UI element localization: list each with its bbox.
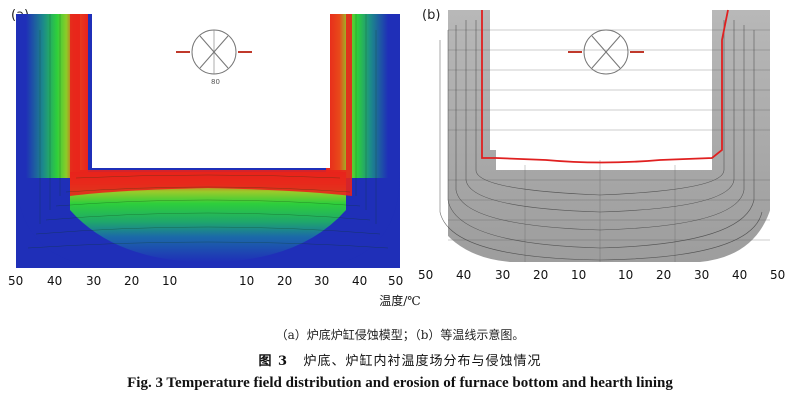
panel-b-lining: [448, 10, 770, 262]
panel-a-right-wall: [326, 14, 388, 178]
panel-b-grid: [448, 29, 770, 262]
b-tick-6: 20: [656, 268, 671, 282]
b-tick-4: 10: [571, 268, 586, 282]
b-tick-0: 50: [418, 268, 433, 282]
panel-a-cavity: [92, 14, 330, 168]
b-tick-5: 10: [618, 268, 633, 282]
panel-a-hot-rim: [58, 14, 352, 196]
b-tick-1: 40: [456, 268, 471, 282]
panel-b-erosion-line: [481, 9, 729, 164]
a-tick-7: 30: [314, 274, 329, 288]
b-tick-3: 20: [533, 268, 548, 282]
a-tick-3: 20: [124, 274, 139, 288]
figure-caption-zh: 图 3 炉底、炉缸内衬温度场分布与侵蚀情况: [0, 350, 800, 369]
a-tick-4: 10: [162, 274, 177, 288]
a-tick-2: 30: [86, 274, 101, 288]
a-tick-9: 50: [388, 274, 403, 288]
figure-number: 图 3: [258, 354, 289, 369]
panel-a-bottom: [70, 172, 346, 262]
a-tick-6: 20: [277, 274, 292, 288]
axis-unit-label: 温度/℃: [379, 294, 421, 308]
b-tick-2: 30: [495, 268, 510, 282]
panel-a-model: 80 50 40 30 20 10 10 20 30 40 50: [8, 14, 403, 288]
figure-caption-en: Fig. 3 Temperature field distribution an…: [127, 375, 673, 391]
panel-a-compass-icon: 80: [176, 29, 252, 86]
panel-a-isotherms: [27, 14, 389, 249]
panel-b-cavity: [490, 10, 712, 150]
panel-b-isotherm-lines: [439, 20, 763, 261]
panel-b-label: (b): [422, 8, 441, 23]
a-tick-1: 40: [47, 274, 62, 288]
compass-label: 80: [211, 78, 220, 86]
panel-b-compass-icon: [568, 29, 644, 75]
panel-b-x-ticks: 50 40 30 20 10 10 20 30 40 50: [418, 268, 785, 282]
a-tick-0: 50: [8, 274, 23, 288]
panel-a-x-ticks: 50 40 30 20 10 10 20 30 40 50: [8, 274, 403, 288]
b-tick-7: 30: [694, 268, 709, 282]
a-tick-5: 10: [239, 274, 254, 288]
a-tick-8: 40: [352, 274, 367, 288]
b-tick-8: 40: [732, 268, 747, 282]
subfigure-caption: （a）炉底炉缸侵蚀模型；（b）等温线示意图。: [275, 328, 525, 342]
panel-b-isotherm: 50 40 30 20 10 10 20 30 40 50: [418, 9, 785, 282]
figure-title-zh: 炉底、炉缸内衬温度场分布与侵蚀情况: [303, 354, 542, 369]
b-tick-9: 50: [770, 268, 785, 282]
